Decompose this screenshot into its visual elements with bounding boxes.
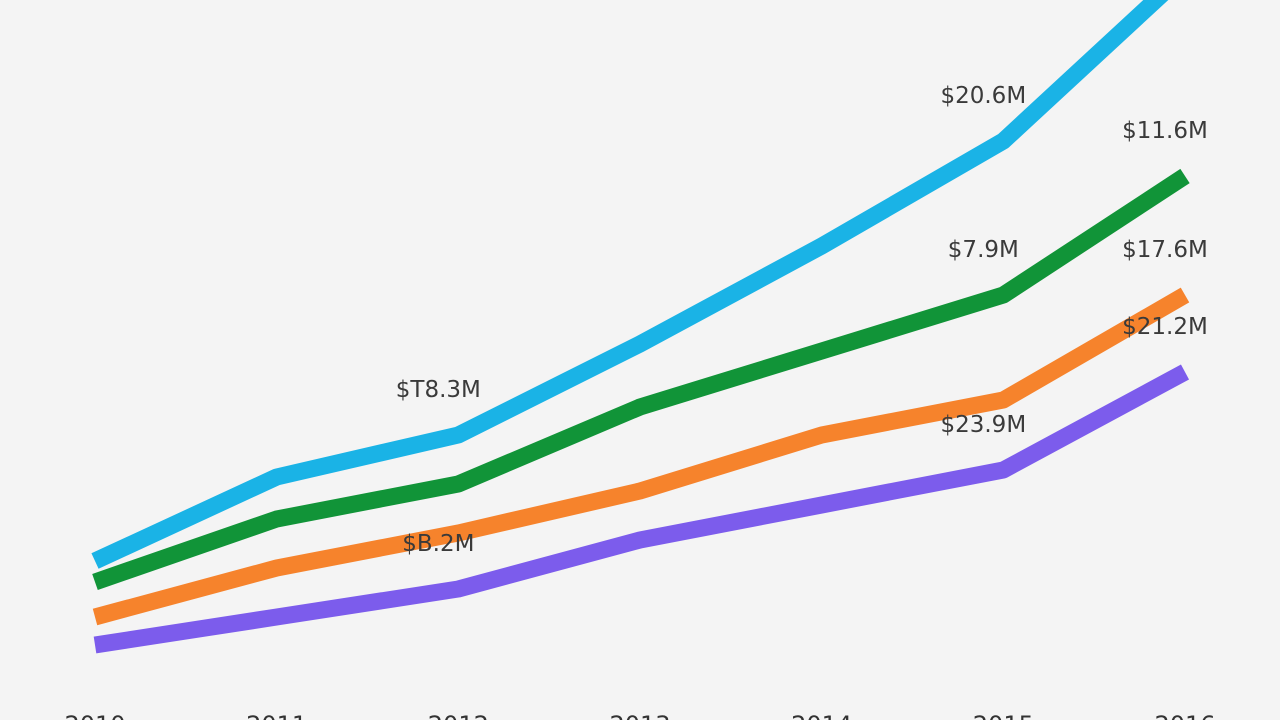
series-line-0 xyxy=(91,0,1169,569)
data-labels: $T8.3M $20.6M $11.6M $7.9M $17.6M $21.2M $23.9… xyxy=(396,83,1208,557)
data-label-6: $23.9M xyxy=(940,412,1026,438)
x-tick-label-2: 2012 xyxy=(428,711,489,720)
data-label-1: $20.6M xyxy=(940,83,1026,109)
x-tick-label-5: 2015 xyxy=(973,711,1034,720)
x-tick-label-4: 2014 xyxy=(791,711,852,720)
x-axis-ticks: 2010 2011 2012 2013 2014 2015 2016 xyxy=(64,711,1215,720)
series-line-1 xyxy=(92,168,1190,591)
data-label-3: $7.9M xyxy=(948,237,1019,263)
x-tick-label-3: 2013 xyxy=(609,711,670,720)
data-label-2: $11.6M xyxy=(1122,118,1208,144)
data-label-4: $17.6M xyxy=(1122,237,1208,263)
data-label-0: $T8.3M xyxy=(396,377,481,403)
series-line-3 xyxy=(93,364,1190,654)
data-label-7: $B.2M xyxy=(402,531,474,557)
series-line-2 xyxy=(92,287,1190,626)
data-label-5: $21.2M xyxy=(1122,314,1208,340)
x-tick-label-0: 2010 xyxy=(64,711,125,720)
x-tick-label-6: 2016 xyxy=(1154,711,1215,720)
x-tick-label-1: 2011 xyxy=(246,711,307,720)
series-lines xyxy=(91,0,1190,654)
